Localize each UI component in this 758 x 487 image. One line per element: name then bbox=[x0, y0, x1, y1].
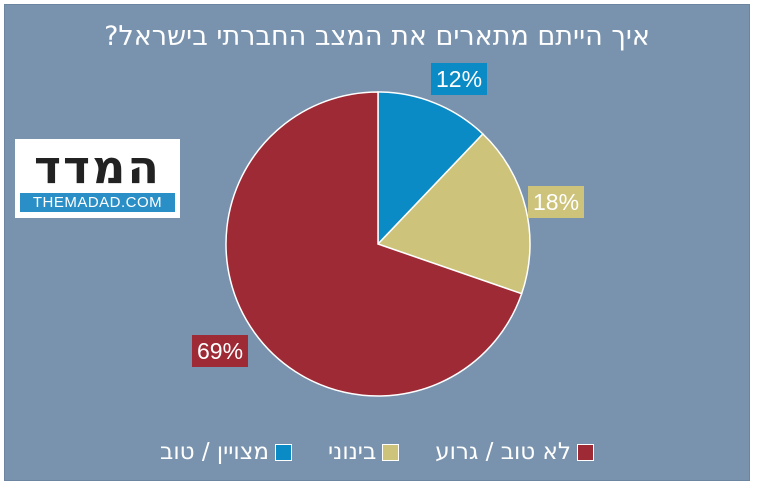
slice-label-bad: 69% bbox=[192, 335, 249, 367]
chart-frame: איך הייתם מתארים את המצב החברתי בישראל? … bbox=[4, 4, 750, 481]
legend-swatch-bad bbox=[576, 443, 594, 461]
legend-item-good: מצויין / טוב bbox=[160, 437, 292, 467]
legend-item-bad: לא טוב / גרוע bbox=[435, 437, 594, 467]
pie-slice-average bbox=[376, 132, 531, 295]
pie-slice-good bbox=[377, 91, 484, 246]
legend-label-bad: לא טוב / גרוע bbox=[435, 439, 571, 465]
chart-legend: מצויין / טוב בינוני לא טוב / גרוע bbox=[5, 437, 749, 467]
slice-label-good: 12% bbox=[431, 63, 488, 95]
legend-item-average: בינוני bbox=[327, 437, 400, 467]
pie-chart bbox=[225, 91, 531, 397]
legend-label-good: מצויין / טוב bbox=[160, 439, 269, 465]
legend-swatch-average bbox=[382, 443, 400, 461]
logo-site-text: THEMADAD.COM bbox=[20, 193, 175, 212]
chart-title: איך הייתם מתארים את המצב החברתי בישראל? bbox=[104, 21, 650, 52]
legend-label-average: בינוני bbox=[327, 439, 377, 465]
logo-hebrew-text: המדד bbox=[34, 140, 161, 194]
legend-swatch-good bbox=[274, 443, 292, 461]
themadad-logo: המדד THEMADAD.COM bbox=[15, 139, 180, 218]
pie-slice-bad bbox=[225, 91, 523, 397]
slice-label-average: 18% bbox=[528, 186, 585, 218]
